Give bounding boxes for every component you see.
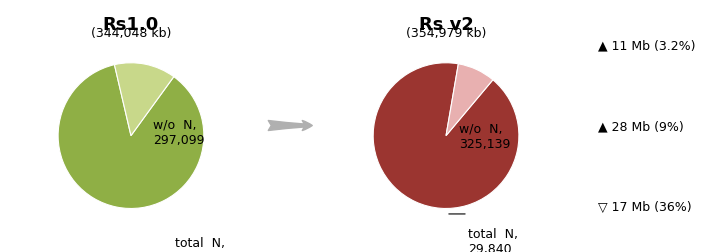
Text: (354,979 kb): (354,979 kb) <box>406 27 486 40</box>
Title: Rs1.0: Rs1.0 <box>103 16 159 34</box>
Text: ▲ 28 Mb (9%): ▲ 28 Mb (9%) <box>598 119 684 133</box>
Text: (344,048 kb): (344,048 kb) <box>91 27 171 40</box>
Wedge shape <box>115 64 173 136</box>
Text: total  N,
46,949: total N, 46,949 <box>175 236 225 252</box>
Wedge shape <box>58 66 204 209</box>
Wedge shape <box>373 64 519 209</box>
Text: w/o  N,
325,139: w/o N, 325,139 <box>459 122 510 150</box>
Title: Rs v2: Rs v2 <box>418 16 474 34</box>
Wedge shape <box>446 65 493 136</box>
Text: w/o  N,
297,099: w/o N, 297,099 <box>153 118 205 146</box>
Text: total  N,
29,840: total N, 29,840 <box>468 227 518 252</box>
Text: ▽ 17 Mb (36%): ▽ 17 Mb (36%) <box>598 200 692 213</box>
Text: ▲ 11 Mb (3.2%): ▲ 11 Mb (3.2%) <box>598 39 696 52</box>
